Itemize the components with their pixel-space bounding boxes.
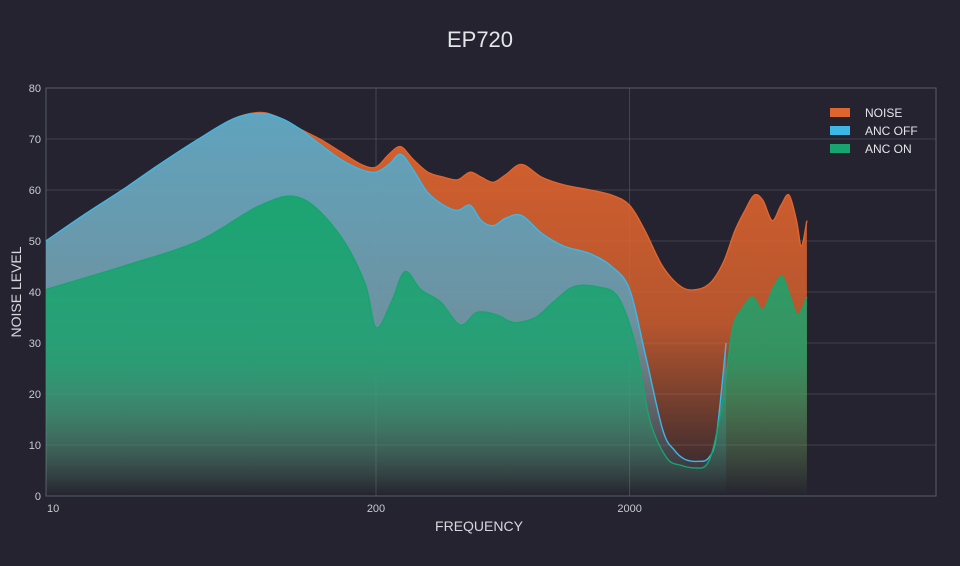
y-tick-label: 70 bbox=[29, 134, 41, 146]
y-tick-label: 60 bbox=[29, 185, 41, 197]
y-axis-label: NOISE LEVEL bbox=[8, 246, 24, 337]
chart-title: EP720 bbox=[447, 27, 513, 52]
x-axis-label: FREQUENCY bbox=[435, 518, 524, 534]
legend-label-noise: NOISE bbox=[865, 106, 902, 120]
plot-areas bbox=[45, 111, 808, 497]
y-tick-label: 10 bbox=[29, 440, 41, 452]
y-tick-label: 30 bbox=[29, 338, 41, 350]
legend-swatch-noise bbox=[830, 108, 850, 117]
y-tick-label: 50 bbox=[29, 236, 41, 248]
x-tick-label: 200 bbox=[367, 503, 385, 515]
y-tick-label: 40 bbox=[29, 287, 41, 299]
x-tick-label: 2000 bbox=[617, 503, 641, 515]
x-tick-label: 10 bbox=[47, 503, 59, 515]
axes: 0 10 20 30 40 50 60 70 80 10 200 2000 bbox=[29, 83, 642, 515]
y-tick-label: 20 bbox=[29, 389, 41, 401]
y-tick-label: 80 bbox=[29, 83, 41, 95]
legend-swatch-anc-off bbox=[830, 126, 850, 135]
legend-label-anc-on: ANC ON bbox=[865, 142, 912, 156]
area-anc-on bbox=[46, 196, 807, 497]
line-anc-off bbox=[45, 112, 727, 463]
line-anc-on bbox=[45, 195, 808, 469]
legend-swatch-anc-on bbox=[830, 144, 850, 153]
y-tick-label: 0 bbox=[35, 491, 41, 503]
legend-label-anc-off: ANC OFF bbox=[865, 124, 918, 138]
legend: NOISE ANC OFF ANC ON bbox=[830, 106, 918, 156]
